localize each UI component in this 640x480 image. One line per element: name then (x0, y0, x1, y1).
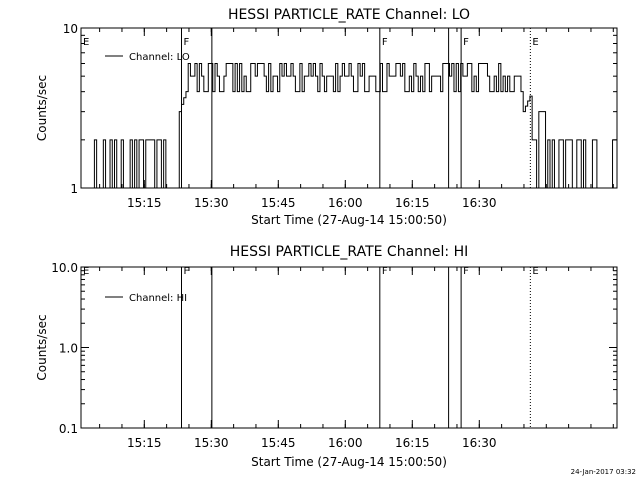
y-tick-label: 1.0 (59, 342, 78, 356)
panel-channel-hi: HESSI PARTICLE_RATE Channel: HI 15:15 15:3… (35, 244, 618, 469)
legend-label: Channel: LO (129, 52, 190, 63)
x-axis-label: Start Time (27-Aug-14 15:00:50) (251, 213, 447, 227)
x-tick-label: 16:00 (328, 436, 363, 450)
y-tick-label: 10 (63, 22, 78, 36)
x-tick-label: 16:00 (328, 196, 363, 210)
x-tick-label: 16:15 (395, 436, 430, 450)
y-axis-label: Counts/sec (35, 314, 49, 380)
event-marker-label: F (463, 266, 469, 277)
y-axis-label: Counts/sec (35, 75, 49, 141)
event-marker-label: F (382, 266, 388, 277)
series-line (81, 62, 617, 188)
x-tick-label: 15:15 (127, 196, 162, 210)
legend-label: Channel: HI (129, 293, 187, 304)
x-tick-label: 15:30 (194, 196, 229, 210)
x-axis-label: Start Time (27-Aug-14 15:00:50) (251, 455, 447, 469)
chart-title: HESSI PARTICLE_RATE Channel: HI (230, 244, 468, 260)
event-marker-label: E (532, 37, 538, 48)
x-tick-label: 15:45 (261, 436, 296, 450)
event-marker-label: E (532, 266, 538, 277)
x-tick-label: 16:15 (395, 196, 430, 210)
x-tick-label: 15:30 (194, 436, 229, 450)
plot-frame (80, 27, 618, 189)
event-marker-label: E (83, 266, 89, 277)
event-marker-label: F (184, 266, 190, 277)
footer-timestamp: 24-Jan-2017 03:32 (571, 468, 636, 476)
x-tick-label: 15:45 (261, 196, 296, 210)
chart-title: HESSI PARTICLE_RATE Channel: LO (228, 7, 470, 23)
x-tick-label: 15:15 (127, 436, 162, 450)
y-tick-label: 0.1 (59, 422, 78, 436)
event-marker-label: F (463, 37, 469, 48)
event-marker-label: E (83, 37, 89, 48)
x-tick-label: 16:30 (462, 196, 497, 210)
plot-frame (80, 266, 618, 429)
panel-channel-lo: HESSI PARTICLE_RATE Channel: LO 15:15 15:3… (35, 7, 618, 227)
event-marker-label: F (382, 37, 388, 48)
y-tick-label: 10.0 (51, 261, 78, 275)
y-tick-label: 1 (70, 182, 78, 196)
x-tick-label: 16:30 (462, 436, 497, 450)
event-marker-label: F (184, 37, 190, 48)
